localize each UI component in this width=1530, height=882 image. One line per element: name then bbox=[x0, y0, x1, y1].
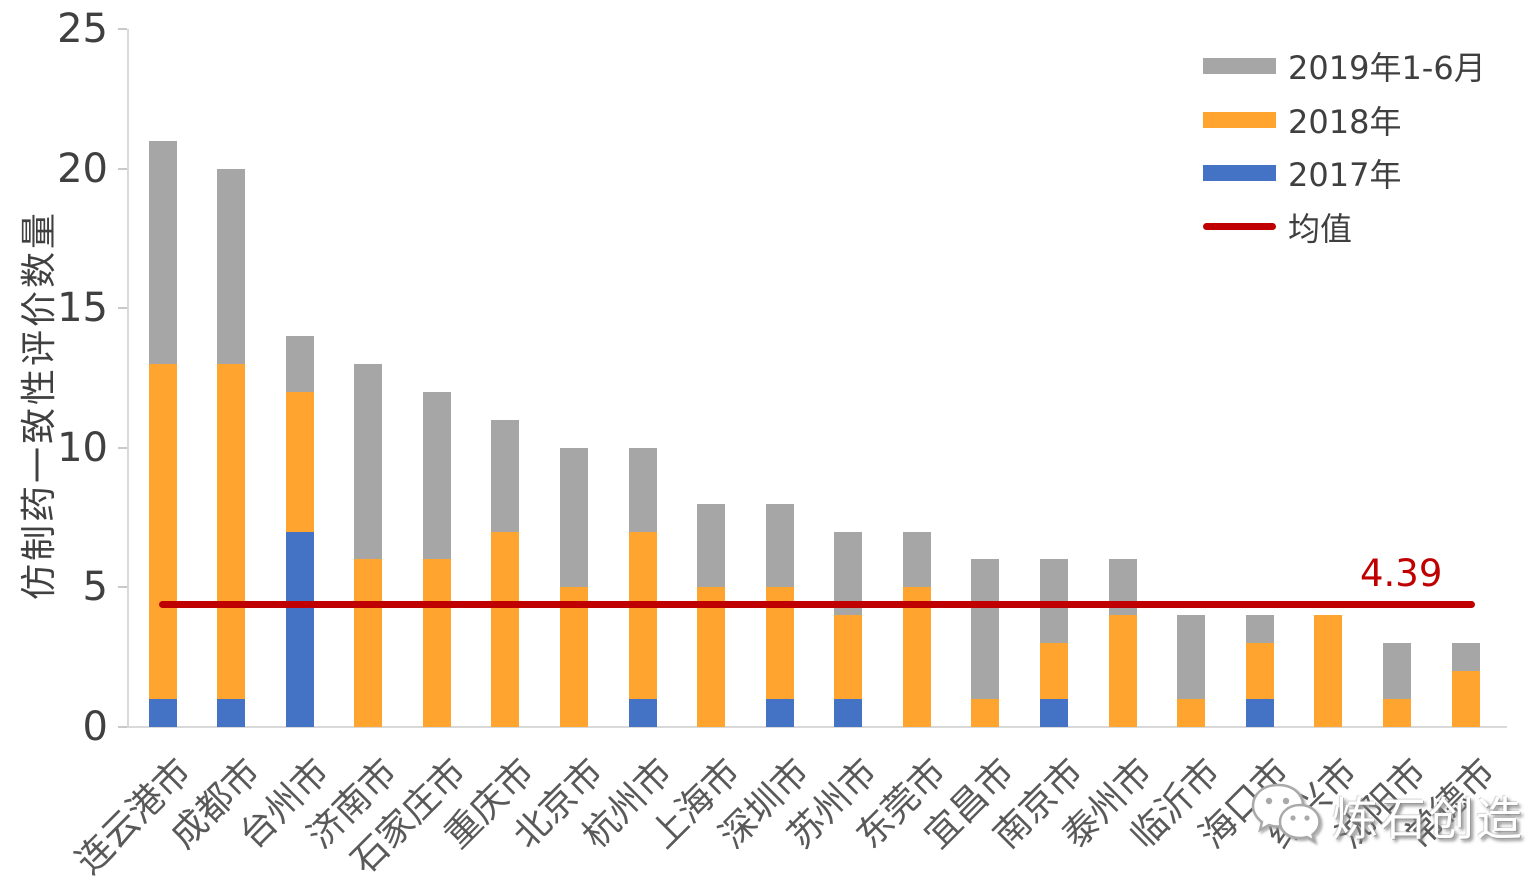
bar-segment-沈阳市-2018年 bbox=[1382, 699, 1411, 727]
bar-segment-石家庄市-2019年1-6月 bbox=[422, 391, 451, 560]
x-axis-line bbox=[127, 726, 1507, 728]
legend-swatch-2017年 bbox=[1203, 165, 1276, 181]
bar-segment-苏州市-2018年 bbox=[834, 615, 863, 700]
bar-segment-石家庄市-2018年 bbox=[422, 559, 451, 727]
bar-segment-东莞市-2018年 bbox=[902, 587, 931, 727]
legend-label-2018年: 2018年 bbox=[1288, 102, 1402, 141]
bar-segment-台州市-2018年 bbox=[285, 391, 314, 532]
bar-segment-杭州市-2018年 bbox=[628, 531, 657, 700]
bar-segment-绍兴市-2018年 bbox=[1314, 615, 1343, 727]
legend-row-2017年: 2017年 bbox=[1203, 151, 1401, 195]
legend-swatch-2018年 bbox=[1203, 111, 1276, 128]
legend-swatch-均值 bbox=[1203, 223, 1276, 230]
bar-segment-台州市-2019年1-6月 bbox=[285, 336, 314, 392]
bar-segment-杭州市-2019年1-6月 bbox=[628, 447, 657, 532]
y-tick-mark-5 bbox=[118, 586, 127, 589]
y-tick-label-10: 10 bbox=[57, 424, 108, 471]
bar-segment-深圳市-2017年 bbox=[765, 699, 794, 727]
bar-segment-北京市-2018年 bbox=[559, 587, 588, 727]
legend-row-2019年1-6月: 2019年1-6月 bbox=[1203, 44, 1486, 88]
mean-line-value-label: 4.39 bbox=[1360, 552, 1443, 595]
bar-segment-连云港市-2017年 bbox=[148, 699, 177, 727]
y-tick-mark-15 bbox=[118, 307, 127, 310]
bar-segment-深圳市-2019年1-6月 bbox=[765, 503, 794, 588]
bar-segment-连云港市-2018年 bbox=[148, 364, 177, 700]
bar-segment-上海市-2018年 bbox=[697, 587, 726, 727]
bar-segment-重庆市-2018年 bbox=[491, 531, 520, 727]
bar-segment-常德市-2018年 bbox=[1451, 671, 1480, 727]
y-axis-title: 仿制药一致性评价数量 bbox=[19, 209, 60, 601]
bar-segment-重庆市-2019年1-6月 bbox=[491, 419, 520, 532]
bar-segment-南京市-2018年 bbox=[1040, 643, 1069, 700]
y-axis-line bbox=[127, 29, 129, 728]
legend-label-2017年: 2017年 bbox=[1288, 156, 1402, 194]
y-tick-label-25: 25 bbox=[57, 6, 108, 52]
bar-segment-泰州市-2018年 bbox=[1108, 615, 1137, 727]
bar-segment-临沂市-2018年 bbox=[1177, 699, 1206, 727]
y-tick-label-5: 5 bbox=[82, 564, 108, 611]
bar-segment-北京市-2019年1-6月 bbox=[559, 447, 588, 588]
bar-segment-成都市-2017年 bbox=[217, 699, 246, 727]
bar-segment-上海市-2019年1-6月 bbox=[697, 503, 726, 588]
bar-segment-济南市-2019年1-6月 bbox=[354, 364, 383, 560]
watermark: 炼石创造 bbox=[1248, 775, 1524, 857]
mean-line bbox=[159, 601, 1475, 608]
bar-segment-杭州市-2017年 bbox=[628, 699, 657, 727]
bar-segment-成都市-2018年 bbox=[217, 364, 246, 700]
y-tick-mark-25 bbox=[118, 28, 127, 30]
bar-segment-海口市-2019年1-6月 bbox=[1245, 615, 1274, 644]
legend-row-2018年: 2018年 bbox=[1203, 98, 1401, 142]
legend-row-均值: 均值 bbox=[1203, 205, 1352, 249]
y-tick-label-0: 0 bbox=[82, 704, 108, 750]
legend-swatch-2019年1-6月 bbox=[1203, 58, 1276, 74]
wechat-icon bbox=[1248, 775, 1326, 857]
bar-segment-宜昌市-2018年 bbox=[971, 699, 1000, 727]
bar-segment-宜昌市-2019年1-6月 bbox=[971, 559, 1000, 700]
y-tick-label-15: 15 bbox=[57, 285, 108, 332]
bar-segment-南京市-2017年 bbox=[1040, 699, 1069, 727]
bar-segment-海口市-2018年 bbox=[1245, 643, 1274, 700]
y-tick-label-20: 20 bbox=[57, 145, 108, 192]
y-tick-mark-10 bbox=[118, 446, 127, 449]
bar-segment-济南市-2018年 bbox=[354, 559, 383, 727]
bar-segment-成都市-2019年1-6月 bbox=[217, 168, 246, 365]
y-tick-mark-0 bbox=[118, 726, 127, 728]
bar-segment-台州市-2017年 bbox=[285, 531, 314, 727]
bar-segment-海口市-2017年 bbox=[1245, 699, 1274, 727]
bar-segment-常德市-2019年1-6月 bbox=[1451, 643, 1480, 672]
bar-segment-沈阳市-2019年1-6月 bbox=[1382, 643, 1411, 700]
bar-segment-东莞市-2019年1-6月 bbox=[902, 531, 931, 588]
legend-label-均值: 均值 bbox=[1288, 209, 1353, 248]
watermark-text: 炼石创造 bbox=[1332, 792, 1524, 846]
y-tick-mark-20 bbox=[118, 167, 127, 170]
bar-segment-临沂市-2019年1-6月 bbox=[1177, 615, 1206, 700]
legend-label-2019年1-6月: 2019年1-6月 bbox=[1288, 49, 1486, 87]
bar-segment-连云港市-2019年1-6月 bbox=[148, 140, 177, 365]
bar-segment-苏州市-2017年 bbox=[834, 699, 863, 727]
